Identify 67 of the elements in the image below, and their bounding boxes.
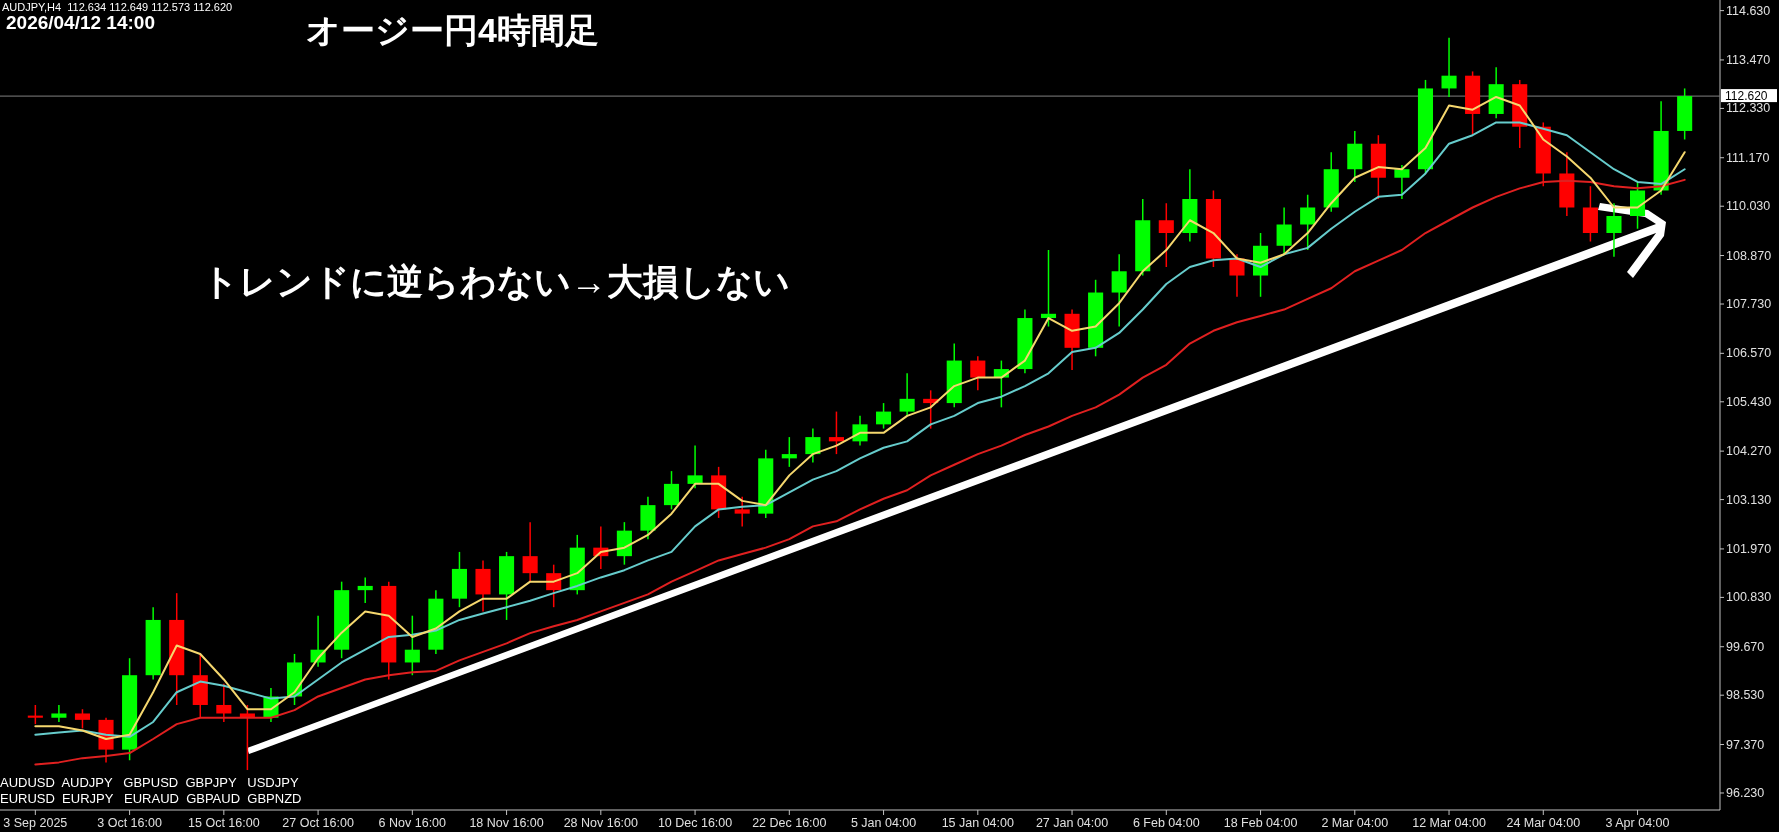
candlestick: [1441, 37, 1457, 98]
y-tick-label: 96.230: [1726, 785, 1765, 800]
y-tick-label: 112.330: [1726, 101, 1771, 116]
x-tick-label: 27 Jan 04:00: [1035, 816, 1109, 830]
candlestick: [27, 704, 43, 725]
x-tick-label: 12 Mar 04:00: [1412, 816, 1486, 830]
y-tick-label: 114.630: [1726, 3, 1771, 18]
x-tick-label: 15 Oct 16:00: [188, 816, 260, 830]
y-tick-label: 110.030: [1726, 199, 1771, 214]
y-tick-label: 100.830: [1726, 590, 1772, 605]
y-tick-label: 111.170: [1726, 150, 1770, 165]
y-tick-label: 104.270: [1726, 444, 1772, 459]
x-tick-label: 10 Dec 16:00: [657, 816, 733, 830]
x-tick-label: 18 Nov 16:00: [469, 816, 544, 830]
candlestick: [74, 708, 91, 730]
y-tick-label: 107.730: [1726, 297, 1772, 312]
candlestick: [1394, 164, 1410, 200]
y-tick-label: 101.970: [1726, 541, 1772, 556]
x-tick-label: 24 Mar 04:00: [1506, 816, 1581, 830]
candlestick: [404, 614, 420, 676]
candlestick: [970, 355, 986, 392]
x-tick-label: 3 Sep 2025: [3, 816, 68, 830]
candlestick: [239, 704, 255, 771]
candlestick: [1040, 249, 1057, 328]
candlestick: [522, 521, 538, 583]
candlestick: [1606, 202, 1622, 258]
y-tick-label: 98.530: [1726, 688, 1765, 703]
x-tick-label: 18 Feb 04:00: [1223, 816, 1298, 830]
candlestick: [828, 410, 844, 455]
y-tick-label: 97.370: [1726, 737, 1765, 752]
y-tick-label: 106.570: [1726, 346, 1772, 361]
candlestick: [781, 436, 797, 468]
chart-title: オージー円4時間足: [306, 11, 599, 49]
annotation: AUDJPY,H4 112.634 112.649 112.573 112.620: [2, 1, 233, 13]
candlestick: [1276, 206, 1292, 256]
candlestick: [876, 402, 892, 430]
y-tick-label: 113.470: [1726, 52, 1771, 67]
y-tick-label: 105.430: [1726, 394, 1772, 409]
candlestick: [1158, 202, 1174, 268]
x-tick-label: 3 Oct 16:00: [97, 816, 162, 830]
candlestick: [805, 427, 821, 464]
candlestick: [663, 470, 680, 511]
candlestick: [687, 444, 703, 489]
y-tick-label: 99.670: [1726, 639, 1765, 654]
candlestick: [51, 704, 67, 723]
x-tick-label: 22 Dec 16:00: [752, 816, 827, 830]
x-tick-label: 28 Nov 16:00: [563, 816, 639, 830]
candlestick: [216, 682, 232, 723]
candlestick: [1300, 193, 1316, 251]
annotation: EURUSD EURJPY EURAUD GBPAUD GBPNZD: [0, 791, 302, 806]
x-tick-label: 15 Jan 04:00: [941, 816, 1014, 830]
annotation: 2026/04/12 14:00: [6, 12, 155, 33]
x-tick-label: 27 Oct 16:00: [282, 816, 354, 830]
candlestick: [357, 576, 373, 604]
x-tick-label: 5 Jan 04:00: [850, 816, 917, 830]
annotation: AUDUSD AUDJPY GBPUSD GBPJPY USDJPY: [0, 775, 299, 790]
annotation: トレンドに逆らわない→大損しない: [202, 261, 790, 302]
x-tick-label: 6 Nov 16:00: [378, 816, 447, 830]
candlestick: [1111, 253, 1127, 328]
y-tick-label: 108.870: [1726, 248, 1772, 263]
y-tick-label: 103.130: [1726, 492, 1772, 507]
x-tick-label: 6 Feb 04:00: [1132, 816, 1200, 830]
x-tick-label: 3 Apr 04:00: [1605, 816, 1670, 830]
ref-line-label: 112.620: [1725, 89, 1768, 104]
candlestick: [734, 495, 750, 528]
x-tick-label: 2 Mar 04:00: [1321, 816, 1389, 830]
candlestick: [899, 372, 915, 417]
